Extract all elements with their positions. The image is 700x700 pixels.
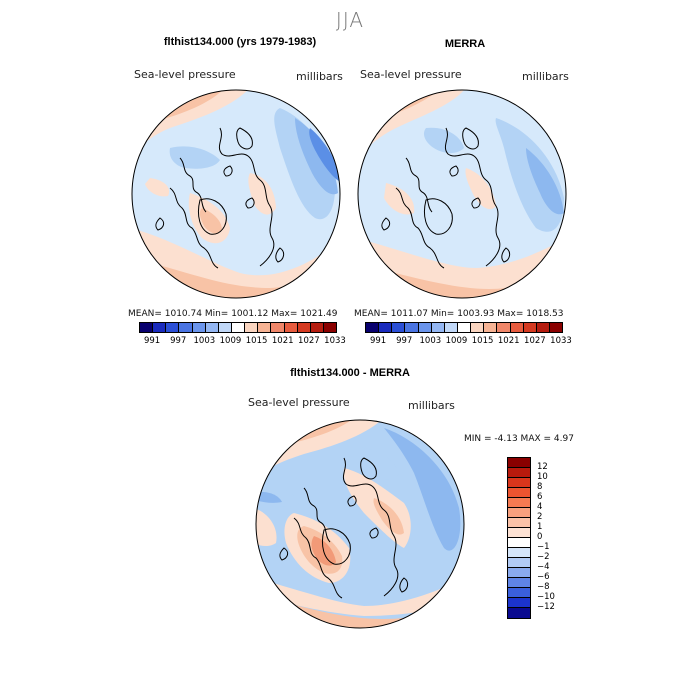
colorbar-swatch (218, 323, 232, 332)
diff-colorbar-tick-label: 1 (537, 522, 543, 532)
colorbar-tick-label: 1009 (219, 336, 242, 346)
diff-colorbar-tick-label: −2 (537, 552, 550, 562)
colorbar-swatch (153, 323, 167, 332)
colorbar-swatch (179, 323, 193, 332)
colorbar-tick-label: 1033 (550, 336, 572, 346)
colorbar-tick-label: 1021 (497, 336, 520, 346)
diff-colorbar-tick-label: 6 (537, 492, 543, 502)
colorbar-tick-label: 1027 (298, 336, 320, 346)
diff-colorbar-tick-label: −12 (537, 602, 555, 612)
colorbar-swatch (523, 323, 537, 332)
diff-colorbar-swatch (508, 588, 530, 598)
obs-stats: MEAN= 1011.07 Min= 1003.93 Max= 1018.53 (354, 309, 564, 319)
diff-colorbar (507, 457, 531, 619)
diff-colorbar-swatch (508, 538, 530, 548)
diff-colorbar-tick-label: 8 (537, 482, 543, 492)
season-title: JJA (335, 8, 365, 32)
diff-colorbar-swatch (508, 548, 530, 558)
colorbar-tick-label: 1009 (445, 336, 468, 346)
colorbar-swatch (297, 323, 311, 332)
colorbar-tick-label: 1015 (245, 336, 268, 346)
obs-panel-title: MERRA (444, 38, 486, 50)
colorbar-tick-label: 1003 (419, 336, 442, 346)
diff-colorbar-swatch (508, 558, 530, 568)
diff-colorbar-swatch (508, 468, 530, 478)
colorbar-swatch (379, 323, 393, 332)
colorbar-swatch (497, 323, 511, 332)
colorbar-swatch (323, 323, 337, 332)
colorbar-swatch (310, 323, 324, 332)
obs-polar-map (357, 89, 567, 299)
model-stats: MEAN= 1010.74 Min= 1001.12 Max= 1021.49 (128, 309, 338, 319)
diff-colorbar-swatch (508, 458, 530, 468)
diff-colorbar-swatch (508, 488, 530, 498)
colorbar-swatch (231, 323, 246, 332)
model-field-label: Sea-level pressure (134, 68, 236, 81)
colorbar-swatch (166, 323, 180, 332)
diff-colorbar-swatch (508, 508, 530, 518)
colorbar-tick-label: 997 (396, 336, 413, 346)
colorbar-swatch (510, 323, 524, 332)
diff-colorbar-tick-label: 10 (537, 472, 548, 482)
colorbar-tick-label: 1021 (271, 336, 294, 346)
colorbar-swatch (245, 323, 259, 332)
colorbar-tick-label: 991 (369, 336, 387, 346)
model-colorbar-ticks: 991 997 1003 1009 1015 1021 1027 1033 (139, 336, 346, 348)
diff-colorbar-tick-label: −10 (537, 592, 555, 602)
colorbar-swatch (471, 323, 485, 332)
colorbar-swatch (284, 323, 298, 332)
diff-colorbar-swatch (508, 598, 530, 608)
colorbar-tick-label: 1015 (471, 336, 494, 346)
colorbar-swatch (418, 323, 432, 332)
colorbar-swatch (205, 323, 219, 332)
colorbar-tick-label: 997 (170, 336, 187, 346)
model-colorbar (139, 322, 337, 333)
colorbar-tick-label: 1027 (524, 336, 546, 346)
obs-colorbar (365, 322, 563, 333)
diff-colorbar-tick-label: 0 (537, 532, 543, 542)
diff-polar-map (255, 419, 465, 629)
colorbar-swatch (457, 323, 472, 332)
diff-colorbar-swatch (508, 578, 530, 588)
colorbar-swatch (536, 323, 550, 332)
diff-panel-title: flthist134.000 - MERRA (290, 367, 410, 379)
diff-stats: MIN = -4.13 MAX = 4.97 (464, 434, 574, 444)
colorbar-tick-label: 1003 (193, 336, 216, 346)
colorbar-tick-label: 1033 (324, 336, 346, 346)
colorbar-swatch (484, 323, 498, 332)
diff-units-label: millibars (408, 399, 455, 412)
diff-colorbar-ticks: 12 10 8 6 4 2 1 0 −1 −2 −4 −6 −8 −10 −12 (537, 457, 567, 619)
diff-colorbar-swatch (508, 528, 530, 538)
colorbar-swatch (405, 323, 419, 332)
diff-colorbar-swatch (508, 518, 530, 528)
colorbar-swatch (192, 323, 206, 332)
colorbar-swatch (258, 323, 272, 332)
colorbar-swatch (366, 323, 380, 332)
obs-units-label: millibars (522, 70, 569, 83)
colorbar-tick-label: 991 (143, 336, 161, 346)
colorbar-swatch (549, 323, 563, 332)
colorbar-swatch (392, 323, 406, 332)
model-units-label: millibars (296, 70, 343, 83)
colorbar-swatch (444, 323, 458, 332)
diff-colorbar-tick-label: 12 (537, 462, 548, 472)
diff-colorbar-swatch (508, 568, 530, 578)
model-polar-map (131, 89, 341, 299)
colorbar-swatch (140, 323, 154, 332)
obs-field-label: Sea-level pressure (360, 68, 462, 81)
diff-colorbar-swatch (508, 478, 530, 488)
diff-colorbar-swatch (508, 608, 530, 618)
diff-colorbar-tick-label: −8 (537, 582, 550, 592)
diff-colorbar-tick-label: 4 (537, 502, 543, 512)
diff-colorbar-tick-label: −1 (537, 542, 550, 552)
diff-field-label: Sea-level pressure (248, 396, 350, 409)
diff-colorbar-tick-label: 2 (537, 512, 543, 522)
colorbar-swatch (271, 323, 285, 332)
diff-colorbar-tick-label: −6 (537, 572, 550, 582)
diff-colorbar-tick-label: −4 (537, 562, 550, 572)
model-panel-title: flthist134.000 (yrs 1979-1983) (163, 36, 317, 48)
obs-colorbar-ticks: 991 997 1003 1009 1015 1021 1027 1033 (365, 336, 572, 348)
colorbar-swatch (431, 323, 445, 332)
diff-colorbar-swatch (508, 498, 530, 508)
